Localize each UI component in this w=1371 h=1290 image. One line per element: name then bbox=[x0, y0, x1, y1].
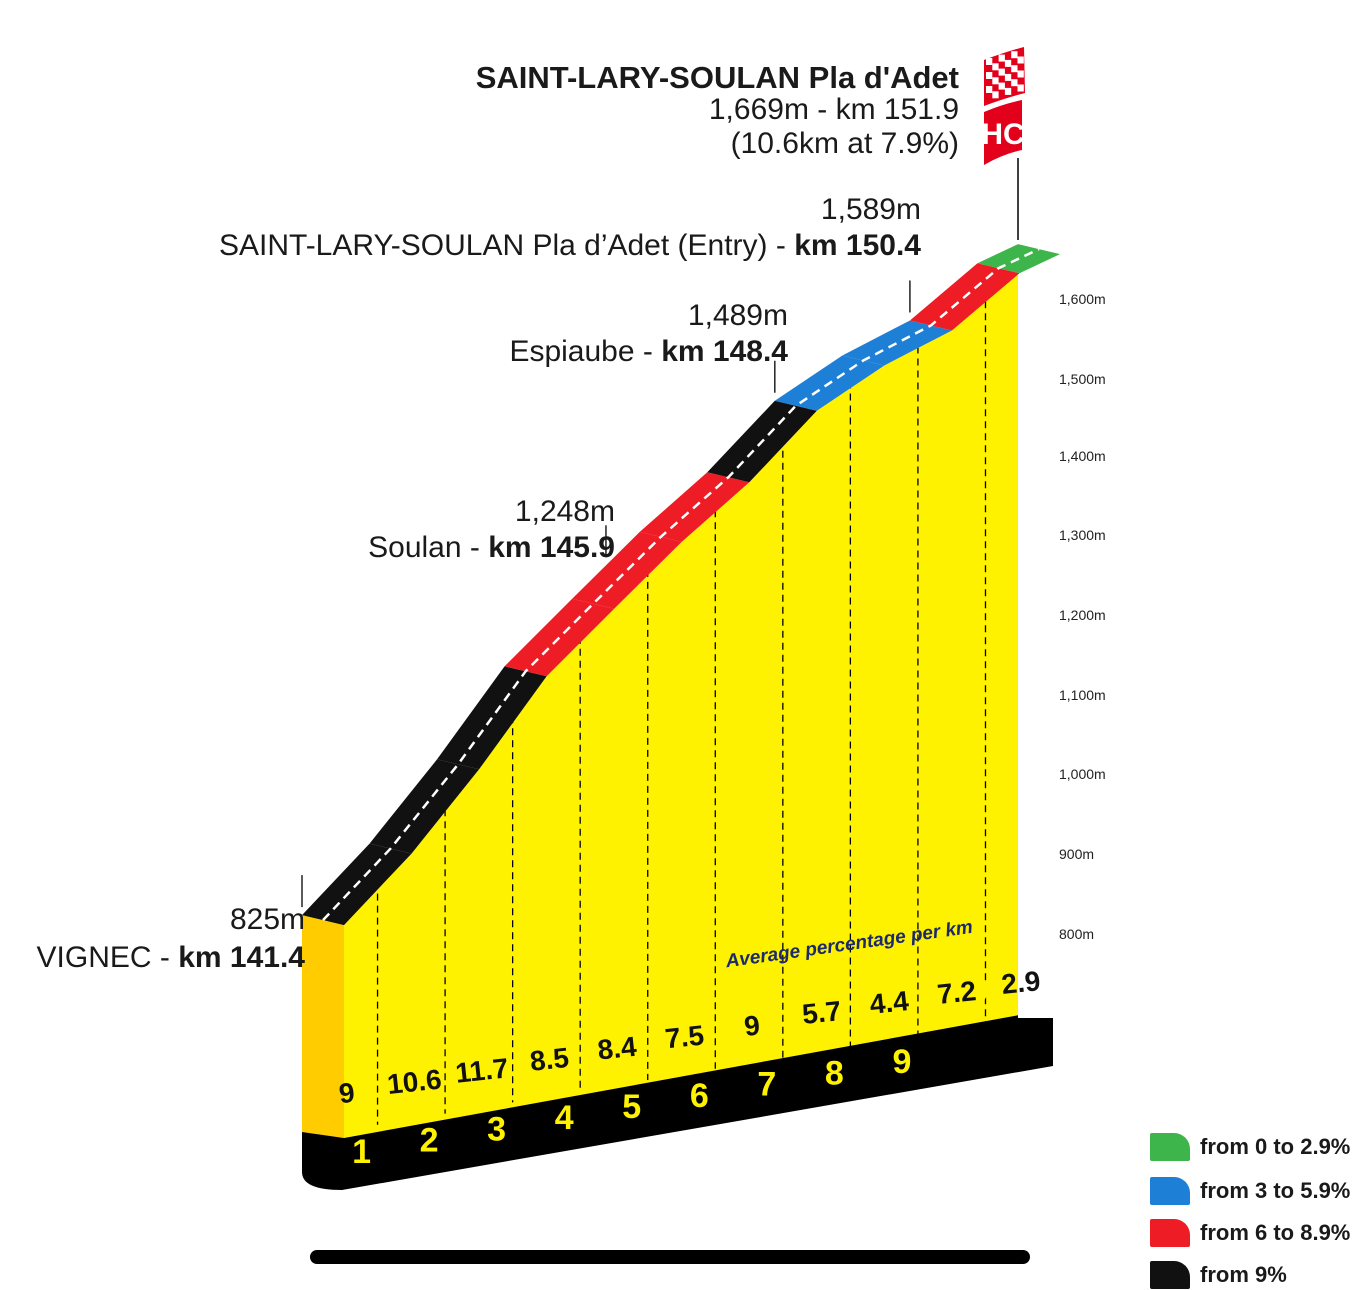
km-marker-1: 1 bbox=[352, 1133, 371, 1171]
waypoint-entry-sep: - bbox=[767, 229, 795, 262]
waypoint-espiaube: Espiaube - km 148.4 bbox=[509, 336, 788, 368]
waypoint-soulan: Soulan - km 145.9 bbox=[368, 532, 615, 564]
hc-category-badge: HC bbox=[981, 100, 1025, 165]
profile-start-block bbox=[302, 915, 344, 1138]
legend-label-0: from 0 to 2.9% bbox=[1200, 1134, 1351, 1159]
km-marker-5: 5 bbox=[622, 1088, 641, 1126]
waypoint-soulan-sep: - bbox=[461, 531, 489, 564]
y-tick-1200: 1,200m bbox=[1059, 607, 1106, 623]
waypoint-entry: SAINT-LARY-SOULAN Pla d’Adet (Entry) - k… bbox=[219, 230, 921, 262]
y-tick-1000: 1,000m bbox=[1059, 766, 1106, 782]
avg-percent-9: 4.4 bbox=[868, 985, 910, 1020]
waypoint-vignec: VIGNEC - km 141.4 bbox=[37, 942, 305, 974]
y-tick-900: 900m bbox=[1059, 846, 1095, 862]
y-tick-1400: 1,400m bbox=[1059, 448, 1106, 464]
km-marker-3: 3 bbox=[487, 1110, 506, 1148]
profile-base-band bbox=[302, 1015, 1053, 1190]
legend-label-3: from 9% bbox=[1200, 1262, 1287, 1287]
avg-percent-5: 8.4 bbox=[596, 1031, 638, 1066]
avg-percent-4: 8.5 bbox=[528, 1042, 570, 1077]
km-marker-9: 9 bbox=[892, 1043, 911, 1081]
waypoint-espiaube-name: Espiaube bbox=[509, 335, 635, 368]
km-marker-4: 4 bbox=[555, 1099, 574, 1137]
waypoint-espiaube-sep: - bbox=[634, 335, 662, 368]
waypoint-vignec-sep: - bbox=[151, 941, 179, 974]
waypoint-vignec-altitude: 825m bbox=[229, 903, 305, 936]
scroll-handle[interactable] bbox=[310, 1250, 1030, 1264]
legend-item-1: from 3 to 5.9% bbox=[1150, 1177, 1350, 1205]
waypoint-vignec-name: VIGNEC bbox=[36, 941, 152, 974]
summit-altitude: 1,669m - km 151.9 bbox=[708, 93, 959, 126]
avg-percent-6: 7.5 bbox=[664, 1020, 706, 1055]
waypoint-entry-altitude: 1,589m bbox=[820, 193, 921, 226]
route-centre-line bbox=[322, 248, 1040, 921]
legend-item-2: from 6 to 8.9% bbox=[1150, 1219, 1350, 1247]
avg-percent-2: 10.6 bbox=[386, 1063, 443, 1100]
waypoint-entry-name: SAINT-LARY-SOULAN Pla d’Adet (Entry) bbox=[219, 229, 768, 262]
legend-item-3: from 9% bbox=[1150, 1261, 1287, 1289]
y-tick-1300: 1,300m bbox=[1059, 527, 1106, 543]
legend-item-0: from 0 to 2.9% bbox=[1150, 1133, 1350, 1161]
waypoint-soulan-name: Soulan bbox=[368, 531, 462, 564]
waypoint-soulan-km: km 145.9 bbox=[488, 531, 615, 564]
waypoint-espiaube-km: km 148.4 bbox=[661, 335, 788, 368]
avg-percent-11: 2.9 bbox=[1000, 965, 1042, 1000]
y-tick-800: 800m bbox=[1059, 926, 1095, 942]
y-tick-1600: 1,600m bbox=[1059, 291, 1106, 307]
gradient-segment-4 bbox=[504, 598, 615, 677]
avg-percent-3: 11.7 bbox=[454, 1052, 510, 1088]
waypoint-vignec-km: km 141.4 bbox=[178, 941, 305, 974]
legend-label-2: from 6 to 8.9% bbox=[1200, 1220, 1351, 1245]
gradient-segment-9 bbox=[842, 320, 952, 366]
waypoint-entry-km: km 150.4 bbox=[794, 229, 921, 262]
waypoint-espiaube-altitude: 1,489m bbox=[687, 299, 788, 332]
summit-title: SAINT-LARY-SOULAN Pla d'Adet bbox=[475, 60, 959, 95]
km-marker-7: 7 bbox=[757, 1066, 776, 1104]
avg-percent-7: 9 bbox=[743, 1010, 762, 1042]
profile-fill bbox=[344, 254, 1018, 1138]
legend-swatch-green bbox=[1150, 1133, 1190, 1161]
legend-label-1: from 3 to 5.9% bbox=[1200, 1178, 1351, 1203]
y-tick-1100: 1,100m bbox=[1059, 687, 1106, 703]
avg-percent-10: 7.2 bbox=[936, 975, 978, 1010]
finish-flag-icon bbox=[984, 47, 1025, 106]
legend-swatch-black bbox=[1150, 1261, 1190, 1289]
climb-stats: (10.6km at 7.9%) bbox=[730, 127, 959, 160]
gradient-segment-5 bbox=[572, 531, 682, 609]
km-marker-8: 8 bbox=[825, 1054, 844, 1092]
legend-swatch-red bbox=[1150, 1219, 1190, 1247]
waypoint-soulan-altitude: 1,248m bbox=[514, 495, 615, 528]
legend-swatch-blue bbox=[1150, 1177, 1190, 1205]
hc-badge-text: HC bbox=[981, 118, 1024, 151]
km-marker-6: 6 bbox=[690, 1077, 709, 1115]
km-marker-2: 2 bbox=[420, 1122, 439, 1160]
avg-percent-1: 9 bbox=[337, 1077, 356, 1109]
y-tick-1500: 1,500m bbox=[1059, 371, 1106, 387]
avg-percent-8: 5.7 bbox=[801, 995, 843, 1030]
km-marker-10: 10 bbox=[951, 972, 989, 1010]
